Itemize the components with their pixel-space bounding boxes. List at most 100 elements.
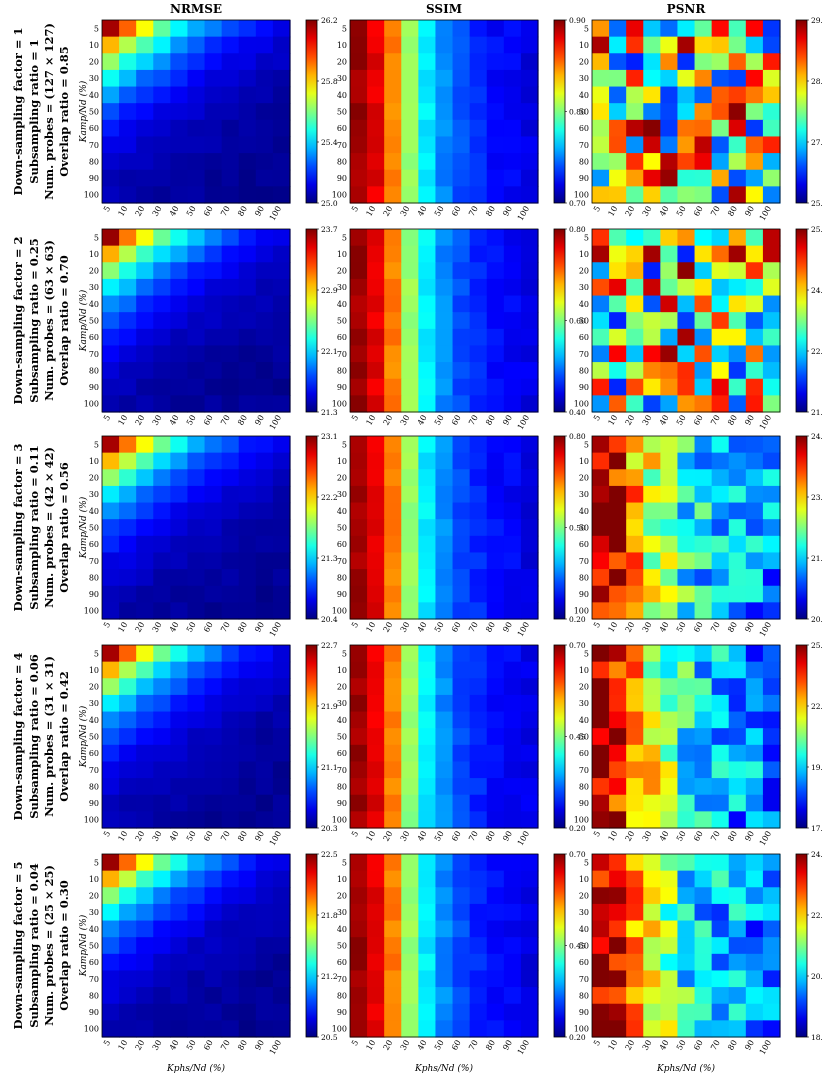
heatmap-cell: [643, 678, 661, 696]
heatmap-cell: [762, 661, 781, 679]
heatmap-cell: [452, 378, 471, 396]
heatmap-cell: [255, 585, 274, 603]
heatmap-cell: [486, 169, 505, 187]
heatmap-cell: [762, 69, 781, 88]
heatmap-cell: [711, 245, 730, 263]
heatmap-cell: [677, 811, 696, 829]
heatmap-cell: [272, 519, 291, 537]
heatmap-cell: [136, 569, 154, 587]
heatmap-cell: [694, 870, 713, 888]
heatmap-cell: [102, 937, 120, 955]
heatmap-cell: [418, 887, 437, 905]
heatmap-cell: [136, 937, 154, 955]
heatmap-cell: [418, 903, 437, 922]
heatmap-cell: [272, 86, 291, 104]
heatmap-cell: [255, 711, 274, 729]
heatmap-cell: [153, 519, 171, 537]
y-tick-label: 50: [337, 317, 347, 326]
heatmap-cell: [728, 53, 747, 71]
heatmap-cell: [367, 452, 385, 470]
heatmap-cell: [255, 502, 274, 520]
heatmap-cell: [119, 569, 137, 587]
y-tick-label: 100: [574, 607, 589, 616]
heatmap-cell: [626, 711, 644, 729]
heatmap-cell: [418, 920, 437, 938]
heatmap-cell: [272, 395, 291, 413]
heatmap-cell: [170, 328, 189, 347]
heatmap-cell: [221, 312, 240, 330]
heatmap-cell: [520, 436, 539, 454]
y-tick-label: 30: [337, 490, 347, 499]
heatmap-cell: [762, 744, 781, 763]
heatmap-cell: [745, 36, 764, 54]
panel-frame: [591, 853, 781, 1038]
heatmap-cell: [694, 661, 713, 679]
colorbar-tick-label: 25.4: [321, 138, 338, 147]
heatmap-cell: [102, 312, 120, 330]
heatmap-cell: [677, 569, 696, 587]
heatmap-cell: [221, 887, 240, 905]
x-tick-label: 5: [592, 621, 602, 630]
x-tick-label: 40: [416, 621, 429, 634]
heatmap-cell: [469, 678, 488, 696]
x-tick-label: 30: [151, 414, 164, 427]
heatmap-cell: [592, 485, 610, 504]
heatmap-cell: [435, 887, 454, 905]
heatmap-cell: [204, 186, 223, 204]
heatmap-cell: [238, 469, 257, 487]
heatmap-cell: [452, 53, 471, 71]
heatmap-cell: [153, 186, 171, 204]
heatmap-cell: [677, 86, 696, 104]
heatmap-cell: [255, 153, 274, 171]
heatmap-cell: [711, 69, 730, 88]
heatmap-cell: [469, 535, 488, 554]
heatmap-cell: [102, 362, 120, 380]
colorbar: [795, 644, 808, 829]
heatmap-cell: [660, 645, 679, 663]
heatmap-cell: [520, 378, 539, 396]
heatmap-cell: [272, 987, 291, 1005]
heatmap-cell: [711, 585, 730, 603]
heatmap-cell: [238, 295, 257, 313]
heatmap-cell: [221, 811, 240, 829]
heatmap-cell: [694, 86, 713, 104]
y-tick-label: 30: [579, 283, 589, 292]
heatmap-cell: [367, 395, 385, 413]
heatmap-cell: [221, 169, 240, 187]
heatmap-cell: [762, 345, 781, 363]
heatmap-cell: [520, 186, 539, 204]
heatmap-cell: [418, 970, 437, 988]
heatmap-cell: [367, 887, 385, 905]
heatmap-cell: [170, 970, 189, 988]
heatmap-cell: [367, 535, 385, 554]
x-tick-label: 5: [102, 414, 112, 423]
heatmap-cell: [435, 186, 454, 204]
heatmap-cell: [435, 970, 454, 988]
heatmap-cell: [660, 278, 679, 297]
y-tick-label: 50: [89, 942, 99, 951]
heatmap-cell: [367, 328, 385, 347]
heatmap-cell: [102, 20, 120, 38]
heatmap-cell: [401, 136, 419, 154]
y-tick-label: 90: [579, 590, 589, 599]
heatmap-cell: [609, 452, 627, 470]
heatmap-cell: [102, 987, 120, 1005]
heatmap-nrmse-row-3: [102, 436, 291, 620]
heatmap-cell: [435, 312, 454, 330]
heatmap-cell: [694, 436, 713, 454]
heatmap-psnr-row-3: [592, 436, 781, 620]
heatmap-cell: [469, 469, 488, 487]
heatmap-cell: [694, 744, 713, 763]
heatmap-cell: [221, 502, 240, 520]
heatmap-cell: [711, 278, 730, 297]
heatmap-cell: [435, 262, 454, 280]
heatmap-cell: [255, 794, 274, 812]
heatmap-cell: [238, 519, 257, 537]
y-tick-label: 90: [89, 799, 99, 808]
heatmap-cell: [170, 794, 189, 812]
x-tick-label: 100: [758, 621, 773, 639]
heatmap-cell: [255, 86, 274, 104]
heatmap-cell: [643, 694, 661, 713]
heatmap-cell: [204, 645, 223, 663]
heatmap-cell: [643, 103, 661, 121]
